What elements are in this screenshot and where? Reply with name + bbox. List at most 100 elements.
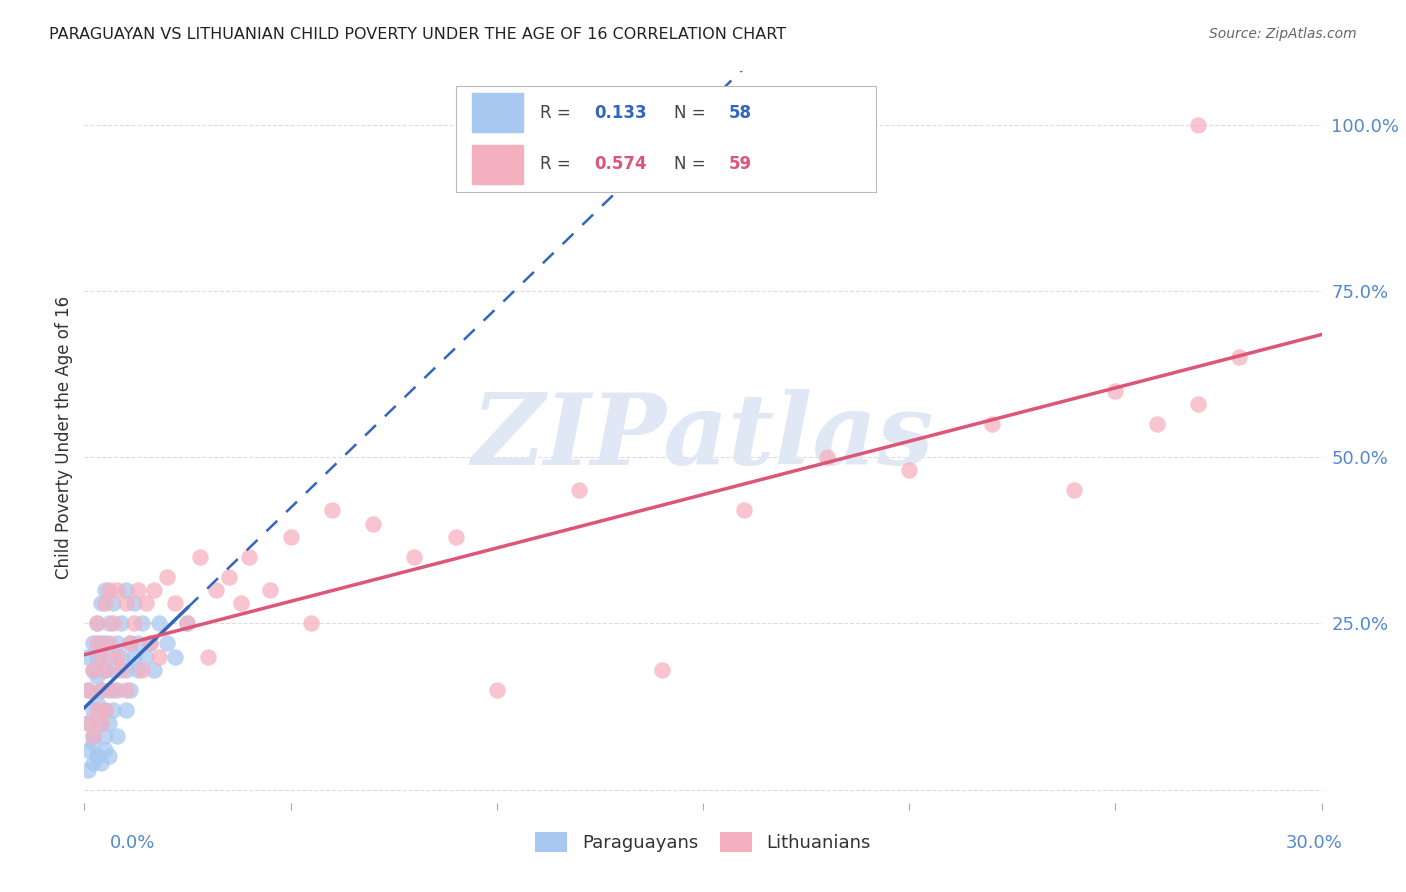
Point xyxy=(94,636,117,650)
Text: ZIPatlas: ZIPatlas xyxy=(472,389,934,485)
Point xyxy=(114,663,136,677)
Legend: Paraguayans, Lithuanians: Paraguayans, Lithuanians xyxy=(527,824,879,860)
Point xyxy=(77,682,100,697)
Point xyxy=(90,682,112,697)
Point xyxy=(197,649,219,664)
Point xyxy=(77,682,100,697)
Point xyxy=(98,682,121,697)
Point xyxy=(127,582,149,597)
Point xyxy=(103,682,125,697)
Point xyxy=(86,749,108,764)
Point xyxy=(148,616,170,631)
Point xyxy=(114,682,136,697)
Point xyxy=(361,516,384,531)
Point xyxy=(94,663,117,677)
Point xyxy=(82,729,104,743)
Point xyxy=(898,463,921,477)
Point xyxy=(77,716,100,731)
Point xyxy=(165,649,187,664)
Point xyxy=(94,729,117,743)
Text: 30.0%: 30.0% xyxy=(1286,834,1343,852)
Point xyxy=(110,649,132,664)
Point xyxy=(259,582,281,597)
Point xyxy=(105,582,128,597)
Point xyxy=(280,530,302,544)
Point xyxy=(188,549,211,564)
Point xyxy=(86,616,108,631)
Point xyxy=(105,636,128,650)
Point xyxy=(98,616,121,631)
Point xyxy=(122,649,145,664)
Point xyxy=(568,483,591,498)
Point xyxy=(94,703,117,717)
Point xyxy=(404,549,426,564)
Point xyxy=(139,636,162,650)
Point xyxy=(1187,118,1209,132)
Point xyxy=(98,636,121,650)
Point xyxy=(127,636,149,650)
Point xyxy=(118,636,141,650)
Point xyxy=(118,636,141,650)
Point xyxy=(86,669,108,683)
Point xyxy=(82,636,104,650)
Point xyxy=(103,703,125,717)
Point xyxy=(135,596,157,610)
Point xyxy=(815,450,838,464)
Point xyxy=(86,749,108,764)
Point xyxy=(86,616,108,631)
Point xyxy=(82,663,104,677)
Point xyxy=(103,663,125,677)
Point xyxy=(218,570,240,584)
Point xyxy=(110,616,132,631)
Point xyxy=(1146,417,1168,431)
Point xyxy=(77,649,100,664)
Point xyxy=(114,703,136,717)
Text: 0.0%: 0.0% xyxy=(110,834,155,852)
Point xyxy=(1104,384,1126,398)
Point xyxy=(94,582,117,597)
Point xyxy=(86,703,108,717)
Point xyxy=(90,649,112,664)
Point xyxy=(733,503,755,517)
Point xyxy=(122,616,145,631)
Point xyxy=(94,663,117,677)
Point xyxy=(444,530,467,544)
Point xyxy=(485,682,508,697)
Point xyxy=(82,736,104,750)
Point xyxy=(143,663,166,677)
Point xyxy=(86,696,108,710)
Point xyxy=(94,596,117,610)
Point xyxy=(148,649,170,664)
Point xyxy=(90,596,112,610)
Text: PARAGUAYAN VS LITHUANIAN CHILD POVERTY UNDER THE AGE OF 16 CORRELATION CHART: PARAGUAYAN VS LITHUANIAN CHILD POVERTY U… xyxy=(49,27,786,42)
Point xyxy=(90,716,112,731)
Point xyxy=(90,636,112,650)
Point xyxy=(176,616,198,631)
Point xyxy=(143,582,166,597)
Point xyxy=(238,549,260,564)
Point xyxy=(122,596,145,610)
Point xyxy=(98,716,121,731)
Point xyxy=(103,616,125,631)
Point xyxy=(110,663,132,677)
Point xyxy=(98,749,121,764)
Point xyxy=(165,596,187,610)
Point xyxy=(321,503,343,517)
Point xyxy=(229,596,252,610)
Point xyxy=(105,682,128,697)
Point xyxy=(139,636,162,650)
Point xyxy=(86,649,108,664)
Point xyxy=(131,616,153,631)
Point xyxy=(205,582,228,597)
Point xyxy=(131,663,153,677)
Point xyxy=(98,582,121,597)
Point xyxy=(156,570,179,584)
Point xyxy=(82,703,104,717)
Point xyxy=(1063,483,1085,498)
Point xyxy=(77,742,100,756)
Point xyxy=(94,703,117,717)
Point xyxy=(90,682,112,697)
Point xyxy=(77,716,100,731)
Point xyxy=(82,756,104,770)
Point xyxy=(98,649,121,664)
